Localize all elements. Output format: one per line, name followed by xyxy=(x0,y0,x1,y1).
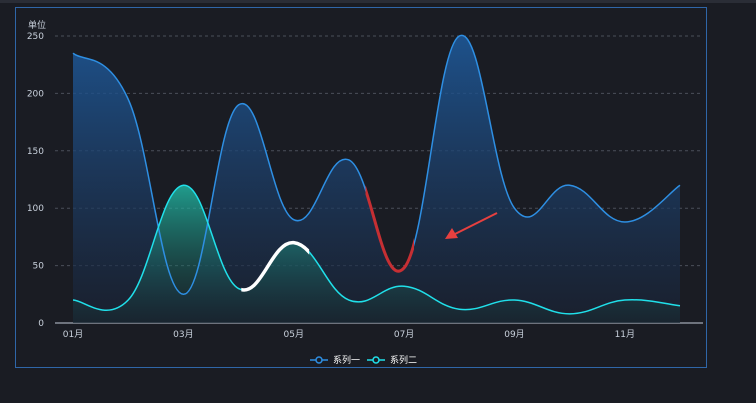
legend-item-2[interactable]: 系列二 xyxy=(367,354,417,366)
series-area-2 xyxy=(73,185,680,323)
series-area-1 xyxy=(73,35,680,324)
legend-label: 系列一 xyxy=(333,354,360,366)
legend-item-1[interactable]: 系列一 xyxy=(310,354,360,366)
legend-label: 系列二 xyxy=(390,354,417,366)
annotation-arrow-head xyxy=(445,228,458,239)
x-tick-label: 09月 xyxy=(504,329,524,340)
window-top-bar xyxy=(0,0,756,3)
x-tick-label: 03月 xyxy=(173,329,193,340)
x-tick-label: 01月 xyxy=(63,329,83,340)
y-tick-labels: 0 50 100 150 200 250 xyxy=(27,32,44,329)
y-tick-label: 0 xyxy=(38,319,44,329)
x-tick-label: 07月 xyxy=(394,329,414,340)
y-tick-label: 250 xyxy=(27,32,44,42)
legend-marker xyxy=(372,356,380,364)
x-tick-labels: 01月 03月 05月 07月 09月 11月 xyxy=(63,329,635,340)
series-layer xyxy=(72,34,681,324)
y-tick-label: 100 xyxy=(27,204,44,214)
highlight-segment-1 xyxy=(365,185,415,273)
annotation-layer xyxy=(445,212,498,239)
y-tick-label: 200 xyxy=(27,89,44,99)
chart-panel xyxy=(15,7,707,368)
legend[interactable]: 系列一 系列二 xyxy=(310,354,417,366)
x-tick-label: 11月 xyxy=(615,329,635,340)
legend-marker xyxy=(315,356,323,364)
y-tick-label: 150 xyxy=(27,147,44,157)
series-line-2 xyxy=(72,184,681,315)
x-tick-label: 05月 xyxy=(284,329,304,340)
y-tick-label: 50 xyxy=(33,262,45,272)
annotation-arrow-shaft xyxy=(454,212,498,235)
y-axis-label: 单位 xyxy=(28,19,46,31)
